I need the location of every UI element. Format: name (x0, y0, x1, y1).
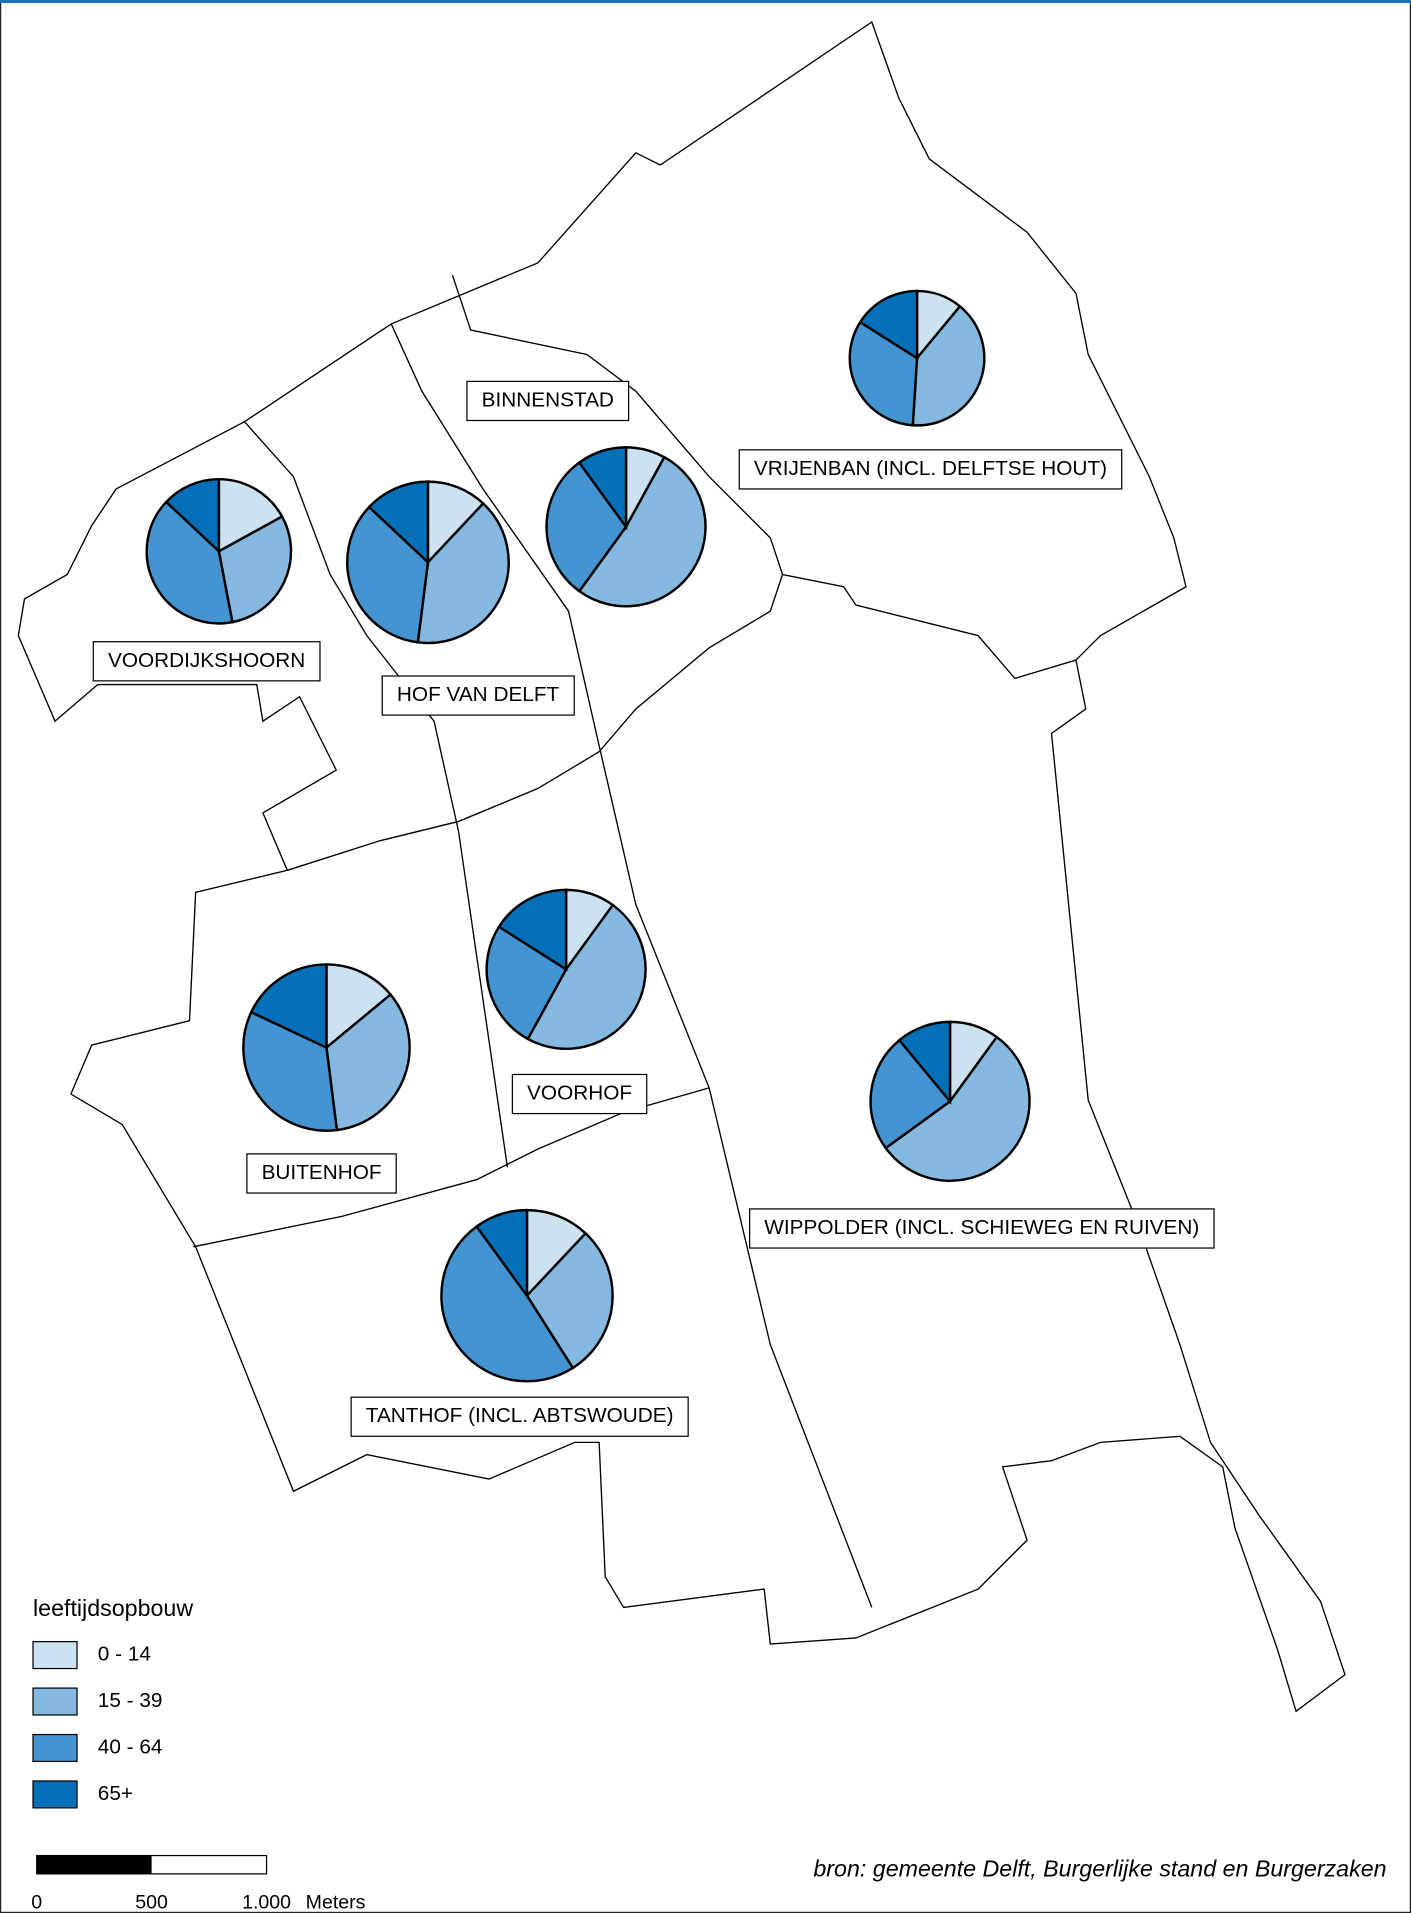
legend-swatch (32, 1733, 78, 1763)
legend-swatch (32, 1687, 78, 1716)
pie-slice (249, 963, 328, 1050)
district-label: VOORHOF (527, 1082, 632, 1105)
source: bron: gemeente Delft, Burgerlijke stand … (813, 1855, 1386, 1881)
pie-slice (346, 505, 430, 644)
scale-tick-label: 500 (135, 1891, 168, 1913)
label-box (246, 1153, 397, 1194)
label-box (738, 449, 1123, 490)
district-label: VOORDIJKSHOORN (108, 649, 305, 672)
district-label: HOF VAN DELFT (397, 683, 560, 706)
pie-slice (869, 1038, 952, 1150)
legend-title: leeftijdsopbouw (33, 1595, 193, 1621)
district-label: BUITENHOF (262, 1161, 382, 1184)
legend-swatch (32, 1641, 78, 1670)
pie-slice (525, 1231, 614, 1370)
legend-label: 40 - 64 (98, 1735, 163, 1758)
legend-label: 0 - 14 (98, 1643, 151, 1666)
boundaries (17, 20, 1346, 1713)
label-box (511, 1073, 648, 1115)
pie-slice (577, 446, 628, 531)
district-border (244, 421, 509, 1168)
scale-tick-label: 0 (31, 1891, 42, 1913)
pie-slice (416, 501, 510, 645)
pie-slice (577, 455, 707, 608)
label-box (92, 641, 321, 682)
legend-swatch (32, 1780, 78, 1809)
pie-slice (474, 1208, 529, 1300)
legend-label: 65+ (98, 1782, 133, 1805)
district-label: VRIJENBAN (INCL. DELFTSE HOUT) (754, 457, 1107, 480)
district-border (287, 574, 784, 871)
label-box (466, 380, 630, 422)
scale-unit: Meters (306, 1891, 366, 1913)
label-box (381, 675, 575, 716)
pie-slice (325, 963, 393, 1051)
pie-slice (526, 903, 647, 1050)
pie-slice (497, 888, 568, 972)
scale-tick-label: 1.000 (242, 1891, 291, 1913)
pie-slice (884, 1035, 1031, 1183)
pie-slice (164, 477, 221, 555)
pie-slice (545, 460, 628, 593)
pie-slice (217, 514, 293, 624)
pie-slice (440, 1224, 575, 1383)
district-label: BINNENSTAD (482, 388, 614, 411)
pie-slice (485, 925, 568, 1041)
scale-bar-segment (36, 1855, 152, 1874)
pie-slice (367, 480, 430, 566)
label-box (350, 1396, 689, 1437)
pie-slice (911, 304, 986, 427)
district-label: TANTHOF (INCL. ABTSWOUDE) (366, 1404, 674, 1427)
district-border (451, 274, 1077, 680)
pie-slice (325, 992, 411, 1132)
pie-slice (525, 1208, 588, 1299)
district-label: WIPPOLDER (INCL. SCHIEWEG EN RUIVEN) (764, 1216, 1199, 1239)
pie-slice (217, 477, 284, 554)
legend-label: 15 - 39 (98, 1689, 163, 1712)
pie-slice (897, 1020, 952, 1105)
district-border (390, 323, 873, 1608)
city-outline (17, 20, 1346, 1713)
pie-slice (858, 289, 919, 361)
label-box (749, 1208, 1215, 1249)
pie-slice (145, 500, 234, 625)
